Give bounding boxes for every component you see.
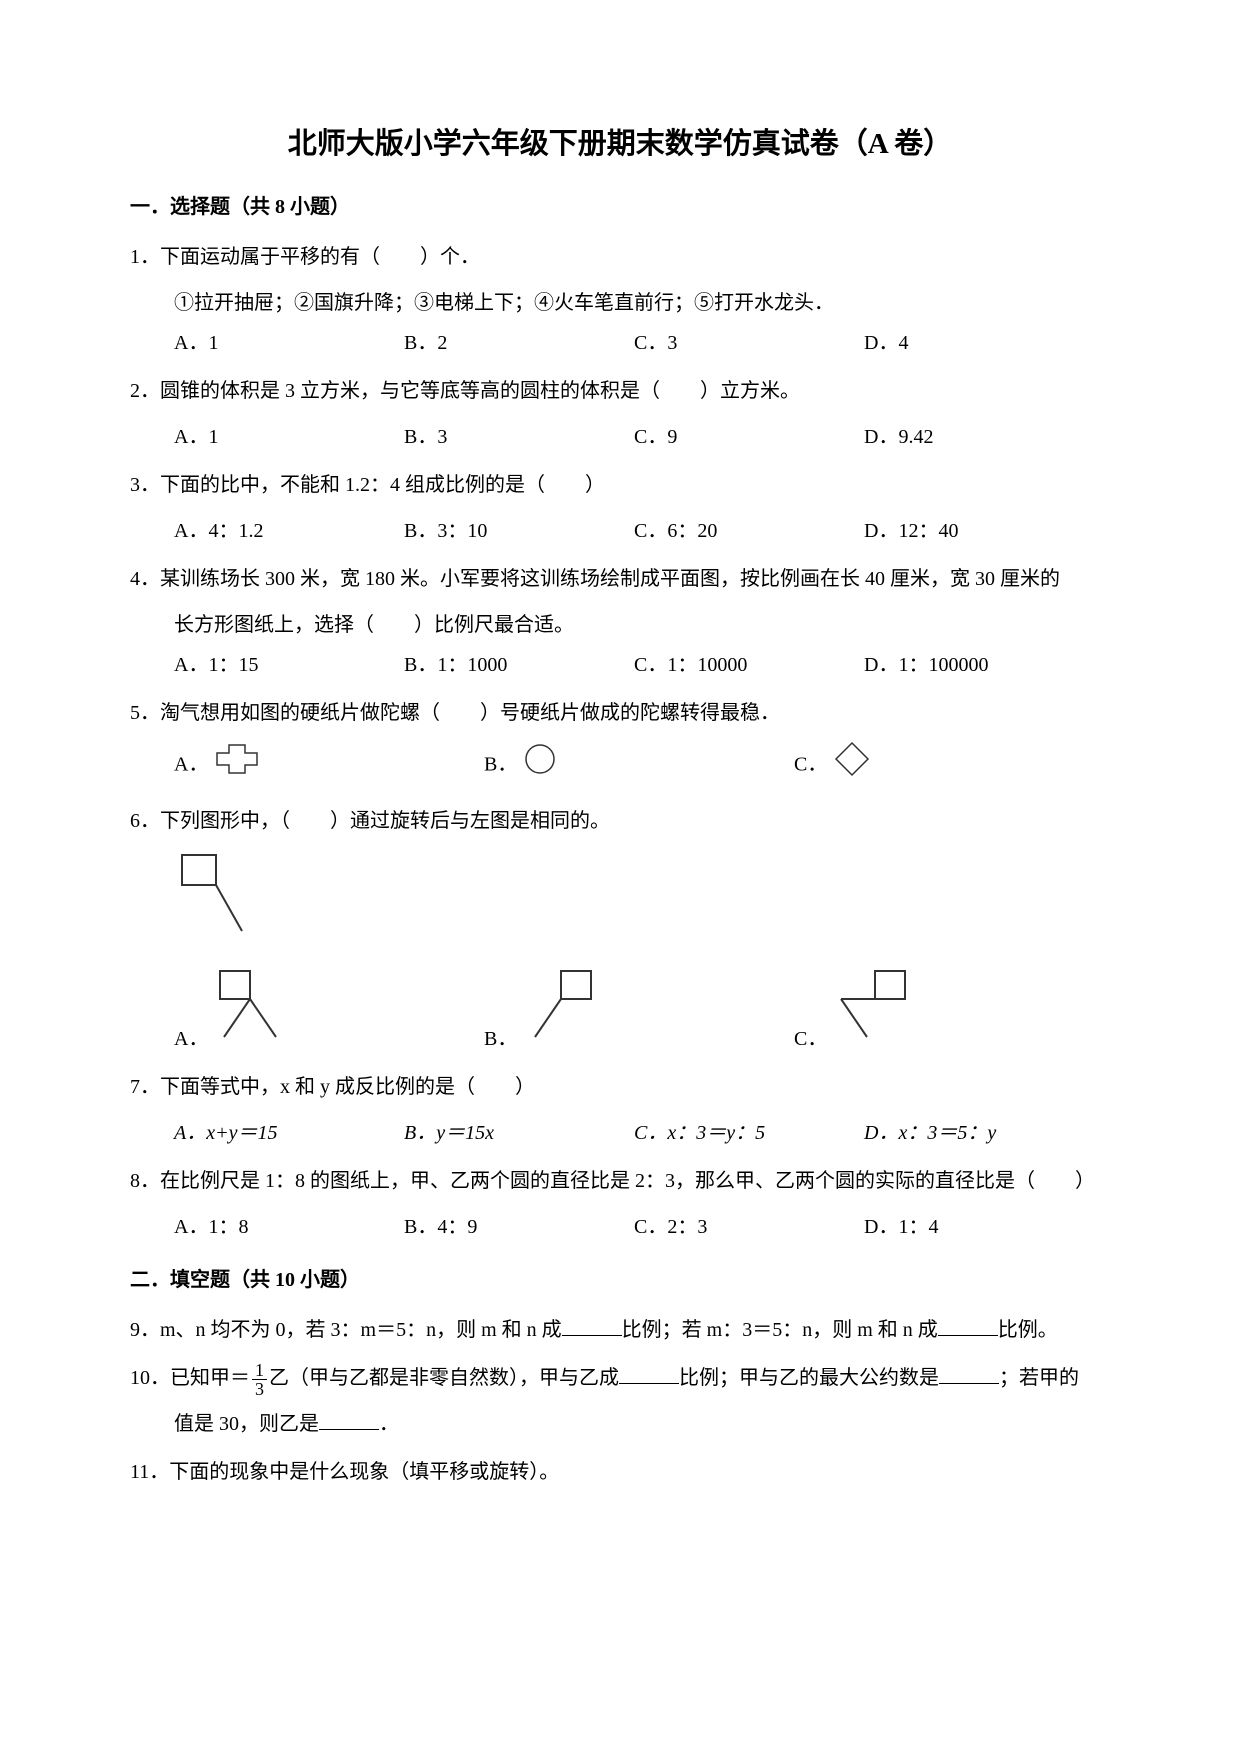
q6-shapeB-icon: [523, 965, 603, 1059]
q6-optC-label: C．: [794, 1019, 827, 1059]
question-11: 11．下面的现象中是什么现象（填平移或旋转）。: [130, 1452, 1110, 1492]
question-4: 4．某训练场长 300 米，宽 180 米。小军要将这训练场绘制成平面图，按比例…: [130, 559, 1110, 685]
q10-line2: 值是 30，则乙是 ．: [130, 1404, 1110, 1444]
cross-shape-icon: [213, 741, 261, 791]
fraction-icon: 13: [252, 1361, 267, 1398]
circle-shape-icon: [522, 741, 558, 791]
question-5: 5．淘气想用如图的硬纸片做陀螺（ ）号硬纸片做成的陀螺转得最稳． A． B．: [130, 693, 1110, 793]
q6-optA-label: A．: [174, 1019, 208, 1059]
q5-optB: B．: [484, 741, 794, 791]
q1-options: A．1 B．2 C．3 D．4: [130, 323, 1110, 363]
q4-text1: 4．某训练场长 300 米，宽 180 米。小军要将这训练场绘制成平面图，按比例…: [130, 559, 1110, 599]
flag-reference-icon: [174, 851, 254, 941]
q6-optB-label: B．: [484, 1019, 517, 1059]
q6-optB: B．: [484, 965, 794, 1059]
question-3: 3．下面的比中，不能和 1.2：4 组成比例的是（ ） A．4：1.2 B．3：…: [130, 465, 1110, 551]
section2-header: 二．填空题（共 10 小题）: [130, 1263, 1110, 1292]
q10-blank1: [619, 1363, 679, 1384]
q8-optC: C．2：3: [634, 1207, 864, 1247]
q7-optD: D．x：3＝5：y: [864, 1113, 1094, 1153]
question-2: 2．圆锥的体积是 3 立方米，与它等底等高的圆柱的体积是（ ）立方米。 A．1 …: [130, 371, 1110, 457]
q10-blank2: [939, 1363, 999, 1384]
q1-optA: A．1: [174, 323, 404, 363]
q3-optD: D．12：40: [864, 511, 1094, 551]
q2-text: 2．圆锥的体积是 3 立方米，与它等底等高的圆柱的体积是（ ）立方米。: [130, 371, 1110, 411]
q3-text: 3．下面的比中，不能和 1.2：4 组成比例的是（ ）: [130, 465, 1110, 505]
q9-text2: 比例；若 m：3＝5：n，则 m 和 n 成: [622, 1319, 938, 1341]
q4-options: A．1：15 B．1：1000 C．1：10000 D．1：100000: [130, 645, 1110, 685]
q4-optC: C．1：10000: [634, 645, 864, 685]
q8-text: 8．在比例尺是 1：8 的图纸上，甲、乙两个圆的直径比是 2：3，那么甲、乙两个…: [130, 1161, 1110, 1201]
question-1: 1．下面运动属于平移的有（ ）个． ①拉开抽屉；②国旗升降；③电梯上下；④火车笔…: [130, 237, 1110, 363]
q7-optC: C．x：3＝y：5: [634, 1113, 864, 1153]
page-title: 北师大版小学六年级下册期末数学仿真试卷（A 卷）: [130, 120, 1110, 162]
q2-optB: B．3: [404, 417, 634, 457]
q4-optA: A．1：15: [174, 645, 404, 685]
q10-text3: 比例；甲与乙的最大公约数是: [679, 1367, 939, 1389]
q9-text3: 比例。: [998, 1319, 1058, 1341]
q7-optA: A．x+y＝15: [174, 1113, 404, 1153]
q1-optB: B．2: [404, 323, 634, 363]
q1-text: 1．下面运动属于平移的有（ ）个．: [130, 237, 1110, 277]
q1-subtext: ①拉开抽屉；②国旗升降；③电梯上下；④火车笔直前行；⑤打开水龙头．: [130, 283, 1110, 323]
q3-optA: A．4：1.2: [174, 511, 404, 551]
q7-text: 7．下面等式中，x 和 y 成反比例的是（ ）: [130, 1067, 1110, 1107]
q3-optC: C．6：20: [634, 511, 864, 551]
q2-options: A．1 B．3 C．9 D．9.42: [130, 417, 1110, 457]
q2-optA: A．1: [174, 417, 404, 457]
q8-optB: B．4：9: [404, 1207, 634, 1247]
q9-text1: 9．m、n 均不为 0，若 3：m＝5：n，则 m 和 n 成: [130, 1319, 562, 1341]
section1-header: 一．选择题（共 8 小题）: [130, 190, 1110, 219]
q10-text4: ；若甲的: [999, 1367, 1079, 1389]
question-10: 10．已知甲＝13乙（甲与乙都是非零自然数），甲与乙成 比例；甲与乙的最大公约数是…: [130, 1358, 1110, 1444]
question-9: 9．m、n 均不为 0，若 3：m＝5：n，则 m 和 n 成 比例；若 m：3＝…: [130, 1310, 1110, 1350]
q5-optB-label: B．: [484, 754, 517, 776]
q1-optC: C．3: [634, 323, 864, 363]
q7-text-content: 7．下面等式中，x 和 y 成反比例的是（ ）: [130, 1076, 535, 1098]
question-7: 7．下面等式中，x 和 y 成反比例的是（ ） A．x+y＝15 B．y＝15x…: [130, 1067, 1110, 1153]
q7-options: A．x+y＝15 B．y＝15x C．x：3＝y：5 D．x：3＝5：y: [130, 1113, 1110, 1153]
q11-text: 11．下面的现象中是什么现象（填平移或旋转）。: [130, 1452, 1110, 1492]
q2-optC: C．9: [634, 417, 864, 457]
q7-optB: B．y＝15x: [404, 1113, 634, 1153]
q9-text: 9．m、n 均不为 0，若 3：m＝5：n，则 m 和 n 成 比例；若 m：3＝…: [130, 1310, 1110, 1350]
exam-page: 北师大版小学六年级下册期末数学仿真试卷（A 卷） 一．选择题（共 8 小题） 1…: [0, 0, 1240, 1580]
q4-optD: D．1：100000: [864, 645, 1094, 685]
q10-text1: 10．已知甲＝: [130, 1367, 250, 1389]
q10-line1: 10．已知甲＝13乙（甲与乙都是非零自然数），甲与乙成 比例；甲与乙的最大公约数是…: [130, 1358, 1110, 1398]
diamond-shape-icon: [832, 739, 872, 793]
q4-optB: B．1：1000: [404, 645, 634, 685]
q2-optD: D．9.42: [864, 417, 1094, 457]
q8-optA: A．1：8: [174, 1207, 404, 1247]
q9-blank2: [938, 1315, 998, 1336]
q5-optA: A．: [174, 741, 484, 791]
q6-shapeA-icon: [214, 965, 294, 1059]
q8-optD: D．1：4: [864, 1207, 1094, 1247]
q6-options: A． B． C．: [130, 965, 1110, 1059]
q6-optC: C．: [794, 965, 1104, 1059]
q5-optC: C．: [794, 739, 1104, 793]
frac-num: 1: [252, 1361, 267, 1380]
q3-options: A．4：1.2 B．3：10 C．6：20 D．12：40: [130, 511, 1110, 551]
q9-blank1: [562, 1315, 622, 1336]
q6-optA: A．: [174, 965, 484, 1059]
q10-text6: ．: [379, 1413, 399, 1435]
q10-text5: 值是 30，则乙是: [174, 1413, 319, 1435]
q6-text: 6．下列图形中，（ ）通过旋转后与左图是相同的。: [130, 801, 1110, 841]
q5-optA-label: A．: [174, 754, 208, 776]
q6-shapeC-icon: [833, 965, 913, 1059]
frac-den: 3: [252, 1380, 267, 1398]
q3-optB: B．3：10: [404, 511, 634, 551]
q4-text2: 长方形图纸上，选择（ ）比例尺最合适。: [130, 605, 1110, 645]
q6-reference-figure: [130, 851, 1110, 955]
q5-options: A． B． C．: [130, 739, 1110, 793]
question-6: 6．下列图形中，（ ）通过旋转后与左图是相同的。 A． B．: [130, 801, 1110, 1059]
q5-text: 5．淘气想用如图的硬纸片做陀螺（ ）号硬纸片做成的陀螺转得最稳．: [130, 693, 1110, 733]
q10-text2: 乙（甲与乙都是非零自然数），甲与乙成: [269, 1367, 619, 1389]
q10-blank3: [319, 1409, 379, 1430]
q1-optD: D．4: [864, 323, 1094, 363]
q8-options: A．1：8 B．4：9 C．2：3 D．1：4: [130, 1207, 1110, 1247]
question-8: 8．在比例尺是 1：8 的图纸上，甲、乙两个圆的直径比是 2：3，那么甲、乙两个…: [130, 1161, 1110, 1247]
q5-optC-label: C．: [794, 754, 827, 776]
